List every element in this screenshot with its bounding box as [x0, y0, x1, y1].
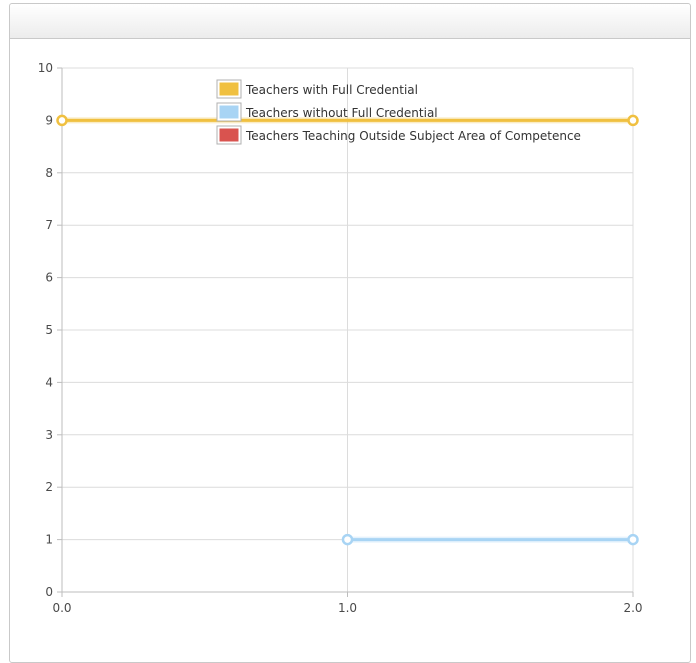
series-2-point: [341, 533, 354, 546]
x-tick-label: 0.0: [52, 601, 71, 615]
x-tick-label: 1.0: [338, 601, 357, 615]
line-chart: 0 1 2 3 4 5 6 7 8 9 10 0.0 1.0 2.0 Teachers with Full…: [38, 61, 643, 615]
chart-axes: 0 1 2 3 4 5 6 7 8 9 10 0.0 1.0 2.0: [38, 61, 643, 615]
y-tick-label: 10: [38, 61, 53, 75]
panel-header: [10, 4, 690, 39]
y-tick-label: 9: [45, 113, 53, 127]
chart-grid: [61, 67, 634, 593]
legend-label: Teachers with Full Credential: [245, 83, 418, 97]
chart-legend: Teachers with Full Credential Teachers wi…: [216, 79, 581, 145]
chart-panel: [9, 3, 691, 663]
x-tick-label: 2.0: [623, 601, 642, 615]
series-1-point: [627, 114, 639, 127]
y-tick-label: 5: [45, 323, 53, 337]
y-tick-label: 8: [45, 166, 53, 180]
y-tick-label: 2: [45, 480, 53, 494]
y-tick-label: 7: [45, 218, 53, 232]
series-2-point: [627, 533, 639, 546]
legend-label: Teachers Teaching Outside Subject Area o…: [245, 129, 581, 143]
y-tick-label: 6: [45, 271, 53, 285]
series-1-point: [56, 114, 68, 127]
legend-swatch: [219, 105, 239, 119]
y-tick-label: 1: [45, 533, 53, 547]
chart-series: [56, 114, 639, 546]
legend-label: Teachers without Full Credential: [245, 106, 438, 120]
y-tick-label: 4: [45, 375, 53, 389]
legend-swatch: [219, 82, 239, 96]
y-tick-label: 3: [45, 428, 53, 442]
legend-swatch: [219, 128, 239, 142]
y-tick-label: 0: [45, 585, 53, 599]
